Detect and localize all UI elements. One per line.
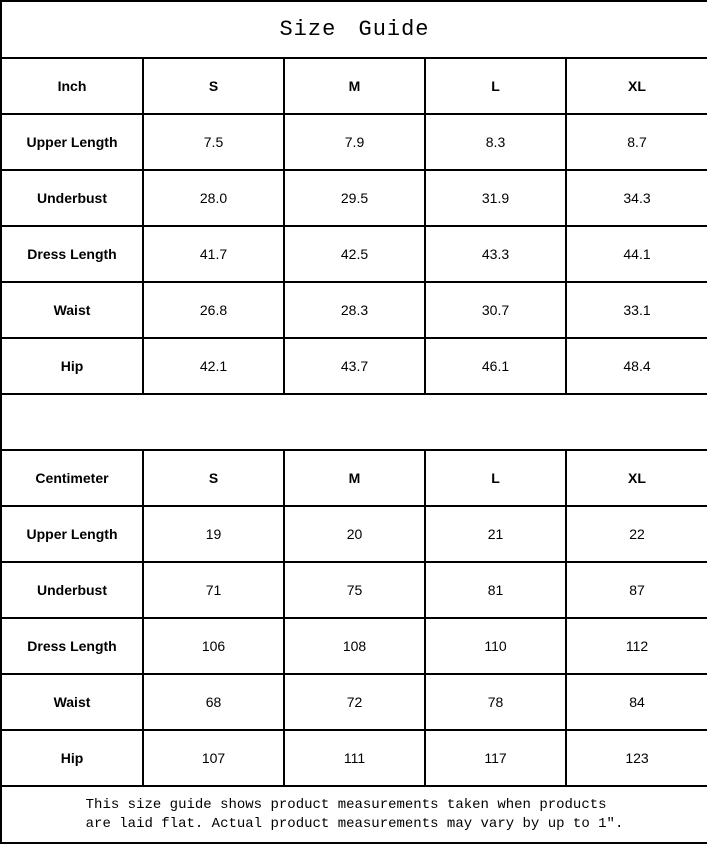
cell-value: 8.3 xyxy=(424,113,567,171)
cell-value: 30.7 xyxy=(424,281,567,339)
cell-value: 72 xyxy=(283,673,426,731)
cell-value: 31.9 xyxy=(424,169,567,227)
row-label: Waist xyxy=(0,673,144,731)
size-header-xl: XL xyxy=(565,449,707,507)
cell-value: 108 xyxy=(283,617,426,675)
unit-header-inch: Inch xyxy=(0,57,144,115)
cell-value: 7.9 xyxy=(283,113,426,171)
cell-value: 110 xyxy=(424,617,567,675)
size-header-m: M xyxy=(283,57,426,115)
spacer-cell xyxy=(0,393,707,451)
inch-header-row: Inch S M L XL xyxy=(0,57,707,115)
table-row-hip-cm: Hip 107 111 117 123 xyxy=(0,729,707,787)
footer-note-text: This size guide shows product measuremen… xyxy=(86,796,624,834)
cell-value: 28.0 xyxy=(142,169,285,227)
cell-value: 68 xyxy=(142,673,285,731)
cell-value: 20 xyxy=(283,505,426,563)
centimeter-header-row: Centimeter S M L XL xyxy=(0,449,707,507)
cell-value: 43.7 xyxy=(283,337,426,395)
row-label: Hip xyxy=(0,729,144,787)
cell-value: 75 xyxy=(283,561,426,619)
row-label: Hip xyxy=(0,337,144,395)
footer-note: This size guide shows product measuremen… xyxy=(0,785,707,844)
table-row-dress-length-cm: Dress Length 106 108 110 112 xyxy=(0,617,707,675)
row-label: Upper Length xyxy=(0,505,144,563)
cell-value: 43.3 xyxy=(424,225,567,283)
cell-value: 123 xyxy=(565,729,707,787)
cell-value: 28.3 xyxy=(283,281,426,339)
cell-value: 7.5 xyxy=(142,113,285,171)
row-label: Underbust xyxy=(0,169,144,227)
cell-value: 26.8 xyxy=(142,281,285,339)
row-label: Dress Length xyxy=(0,225,144,283)
size-header-s: S xyxy=(142,449,285,507)
unit-header-centimeter: Centimeter xyxy=(0,449,144,507)
size-header-m: M xyxy=(283,449,426,507)
cell-value: 42.5 xyxy=(283,225,426,283)
footer-line-2: are laid flat. Actual product measuremen… xyxy=(85,815,624,832)
cell-value: 107 xyxy=(142,729,285,787)
cell-value: 41.7 xyxy=(142,225,285,283)
cell-value: 48.4 xyxy=(565,337,707,395)
table-row-underbust-cm: Underbust 71 75 81 87 xyxy=(0,561,707,619)
cell-value: 8.7 xyxy=(565,113,707,171)
cell-value: 112 xyxy=(565,617,707,675)
cell-value: 21 xyxy=(424,505,567,563)
cell-value: 84 xyxy=(565,673,707,731)
table-row-waist-inch: Waist 26.8 28.3 30.7 33.1 xyxy=(0,281,707,339)
table-row-underbust-inch: Underbust 28.0 29.5 31.9 34.3 xyxy=(0,169,707,227)
table-row-upper-length-inch: Upper Length 7.5 7.9 8.3 8.7 xyxy=(0,113,707,171)
size-header-l: L xyxy=(424,57,567,115)
cell-value: 117 xyxy=(424,729,567,787)
page-title: Size Guide xyxy=(0,0,707,59)
size-header-xl: XL xyxy=(565,57,707,115)
row-label: Dress Length xyxy=(0,617,144,675)
table-row-dress-length-inch: Dress Length 41.7 42.5 43.3 44.1 xyxy=(0,225,707,283)
cell-value: 81 xyxy=(424,561,567,619)
cell-value: 78 xyxy=(424,673,567,731)
cell-value: 87 xyxy=(565,561,707,619)
footer-row: This size guide shows product measuremen… xyxy=(0,785,707,844)
footer-line-1: This size guide shows product measuremen… xyxy=(85,796,607,813)
cell-value: 29.5 xyxy=(283,169,426,227)
cell-value: 42.1 xyxy=(142,337,285,395)
cell-value: 106 xyxy=(142,617,285,675)
size-header-l: L xyxy=(424,449,567,507)
table-row-upper-length-cm: Upper Length 19 20 21 22 xyxy=(0,505,707,563)
row-label: Underbust xyxy=(0,561,144,619)
cell-value: 33.1 xyxy=(565,281,707,339)
cell-value: 111 xyxy=(283,729,426,787)
title-row: Size Guide xyxy=(0,0,707,59)
row-label: Upper Length xyxy=(0,113,144,171)
cell-value: 19 xyxy=(142,505,285,563)
cell-value: 34.3 xyxy=(565,169,707,227)
cell-value: 44.1 xyxy=(565,225,707,283)
table-row-hip-inch: Hip 42.1 43.7 46.1 48.4 xyxy=(0,337,707,395)
row-label: Waist xyxy=(0,281,144,339)
size-header-s: S xyxy=(142,57,285,115)
spacer-row xyxy=(0,393,707,451)
table-row-waist-cm: Waist 68 72 78 84 xyxy=(0,673,707,731)
cell-value: 46.1 xyxy=(424,337,567,395)
cell-value: 22 xyxy=(565,505,707,563)
cell-value: 71 xyxy=(142,561,285,619)
